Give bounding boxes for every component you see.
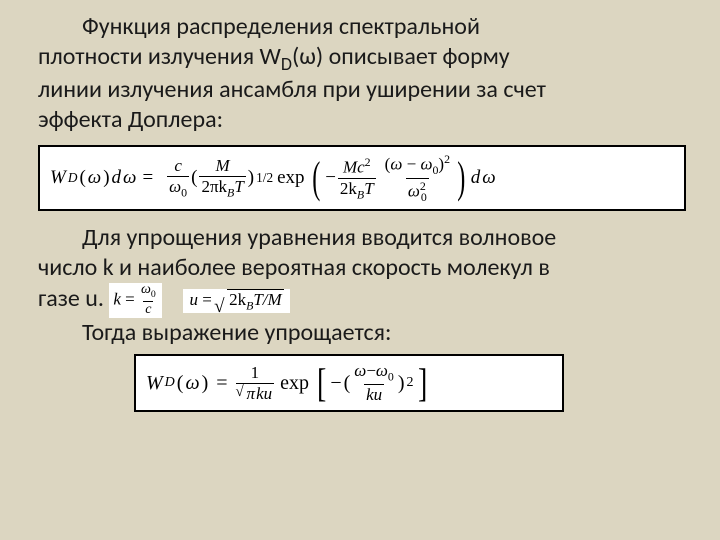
equation-k-inline: k = ω0 c (109, 283, 161, 318)
para1-line-b2: (ω) описывает форму (292, 42, 510, 71)
paragraph-1: Функция распределения спектральной плотн… (38, 12, 682, 135)
para1-line-c: линии излучения ансамбля при уширении за… (38, 75, 546, 104)
para2-line-c: газе u. (38, 285, 104, 314)
equation-1: WD(ω)dω = c ω0 ( M 2πkBT )1/2 exp ( − Mc… (50, 153, 674, 203)
para1-sub-d: D (281, 53, 292, 75)
equation-u-inline: u = √ 2kBT/M (183, 289, 289, 313)
equation-2-box: WD(ω) = 1 √ π ku exp [ −( ω−ω0 ku )2 ] (134, 354, 564, 412)
equation-1-box: WD(ω)dω = c ω0 ( M 2πkBT )1/2 exp ( − Mc… (38, 145, 686, 211)
slide: Функция распределения спектральной плотн… (0, 0, 720, 422)
para1-line-a: Функция распределения спектральной (82, 12, 480, 41)
paragraph-2: Для упрощения уравнения вводится волново… (38, 223, 682, 318)
para2-line-b: число k и наиболее вероятная скорость мо… (38, 253, 550, 282)
para1-line-d: эффекта Доплера: (38, 105, 223, 134)
para1-line-b1: плотности излучения W (38, 42, 281, 71)
paragraph-3: Тогда выражение упрощается: (38, 318, 682, 348)
para2-line-a: Для упрощения уравнения вводится волново… (82, 223, 556, 252)
equation-2: WD(ω) = 1 √ π ku exp [ −( ω−ω0 ku )2 ] (146, 362, 552, 404)
